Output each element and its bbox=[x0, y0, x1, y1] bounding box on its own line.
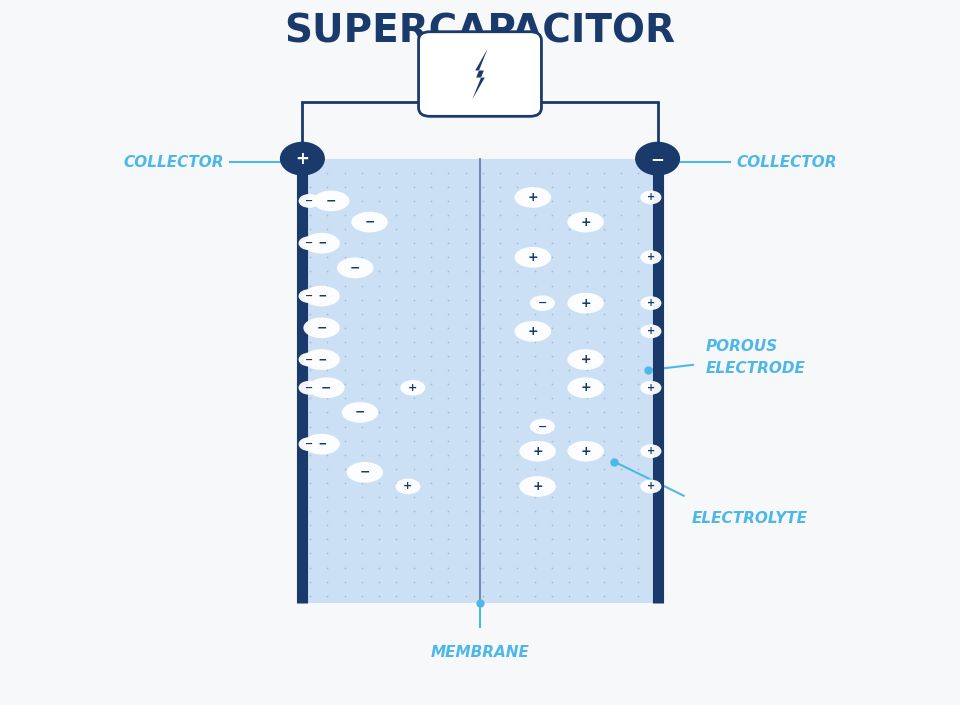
Text: +: + bbox=[296, 149, 309, 168]
Ellipse shape bbox=[351, 212, 388, 233]
Text: −: − bbox=[581, 355, 590, 364]
Text: −: − bbox=[317, 321, 326, 334]
Ellipse shape bbox=[519, 441, 556, 462]
Ellipse shape bbox=[640, 444, 661, 458]
Ellipse shape bbox=[573, 352, 598, 367]
Text: +: + bbox=[532, 445, 543, 458]
Ellipse shape bbox=[567, 212, 604, 233]
Ellipse shape bbox=[299, 352, 320, 367]
Ellipse shape bbox=[303, 233, 340, 254]
Ellipse shape bbox=[640, 250, 661, 264]
Text: +: + bbox=[647, 446, 655, 456]
Ellipse shape bbox=[299, 236, 320, 250]
Text: +: + bbox=[580, 353, 591, 366]
Ellipse shape bbox=[299, 194, 320, 208]
Text: +: + bbox=[527, 251, 539, 264]
Text: COLLECTOR: COLLECTOR bbox=[123, 154, 224, 170]
Ellipse shape bbox=[342, 402, 378, 423]
Circle shape bbox=[636, 143, 679, 174]
Ellipse shape bbox=[337, 257, 373, 278]
Text: −: − bbox=[305, 439, 313, 449]
Ellipse shape bbox=[519, 476, 556, 497]
Ellipse shape bbox=[308, 377, 345, 398]
Ellipse shape bbox=[515, 321, 551, 342]
Text: −: − bbox=[305, 383, 313, 393]
FancyBboxPatch shape bbox=[419, 32, 541, 116]
Ellipse shape bbox=[640, 190, 661, 204]
Ellipse shape bbox=[299, 289, 320, 303]
Text: −: − bbox=[322, 381, 331, 394]
Text: +: + bbox=[647, 252, 655, 262]
Ellipse shape bbox=[640, 381, 661, 395]
Ellipse shape bbox=[640, 324, 661, 338]
Text: −: − bbox=[317, 438, 326, 450]
Ellipse shape bbox=[303, 317, 340, 338]
Text: −: − bbox=[365, 216, 374, 228]
Text: ELECTROLYTE: ELECTROLYTE bbox=[691, 510, 807, 526]
Text: −: − bbox=[317, 290, 326, 302]
Text: −: − bbox=[317, 353, 326, 366]
Ellipse shape bbox=[299, 437, 320, 451]
Text: +: + bbox=[647, 326, 655, 336]
Text: −: − bbox=[305, 291, 313, 301]
Text: +: + bbox=[580, 381, 591, 394]
Text: −: − bbox=[355, 406, 365, 419]
Text: −: − bbox=[651, 149, 664, 168]
Ellipse shape bbox=[567, 349, 604, 370]
Text: MEMBRANE: MEMBRANE bbox=[431, 645, 529, 660]
Text: +: + bbox=[403, 482, 413, 491]
Circle shape bbox=[281, 143, 324, 174]
Text: −: − bbox=[305, 355, 313, 364]
Bar bbox=[302, 159, 658, 603]
Text: +: + bbox=[647, 298, 655, 308]
Text: +: + bbox=[527, 325, 539, 338]
Text: −: − bbox=[305, 238, 313, 248]
Ellipse shape bbox=[567, 377, 604, 398]
Text: +: + bbox=[527, 191, 539, 204]
Ellipse shape bbox=[530, 295, 555, 311]
Ellipse shape bbox=[303, 286, 340, 307]
Ellipse shape bbox=[640, 479, 661, 493]
Text: SUPERCAPACITOR: SUPERCAPACITOR bbox=[284, 13, 676, 51]
Text: −: − bbox=[350, 262, 360, 274]
Text: +: + bbox=[580, 216, 591, 228]
Ellipse shape bbox=[530, 419, 555, 434]
Text: −: − bbox=[326, 195, 336, 207]
Text: +: + bbox=[532, 480, 543, 493]
Ellipse shape bbox=[299, 381, 320, 395]
Ellipse shape bbox=[396, 479, 420, 494]
Text: POROUS: POROUS bbox=[706, 339, 778, 355]
Text: +: + bbox=[647, 192, 655, 202]
Ellipse shape bbox=[303, 434, 340, 455]
Ellipse shape bbox=[640, 296, 661, 310]
Ellipse shape bbox=[515, 187, 551, 208]
Ellipse shape bbox=[347, 462, 383, 483]
Polygon shape bbox=[472, 49, 488, 99]
Text: ELECTRODE: ELECTRODE bbox=[706, 360, 805, 376]
Text: +: + bbox=[647, 383, 655, 393]
Text: −: − bbox=[538, 298, 547, 308]
Ellipse shape bbox=[313, 190, 349, 212]
Ellipse shape bbox=[515, 247, 551, 268]
Text: −: − bbox=[360, 466, 370, 479]
Ellipse shape bbox=[303, 349, 340, 370]
Text: +: + bbox=[647, 482, 655, 491]
Ellipse shape bbox=[400, 380, 425, 396]
Text: +: + bbox=[580, 445, 591, 458]
Text: −: − bbox=[317, 237, 326, 250]
Text: COLLECTOR: COLLECTOR bbox=[736, 154, 837, 170]
Ellipse shape bbox=[567, 441, 604, 462]
Text: −: − bbox=[305, 196, 313, 206]
Text: +: + bbox=[408, 383, 418, 393]
Text: −: − bbox=[538, 422, 547, 431]
Text: +: + bbox=[580, 297, 591, 309]
Ellipse shape bbox=[567, 293, 604, 314]
